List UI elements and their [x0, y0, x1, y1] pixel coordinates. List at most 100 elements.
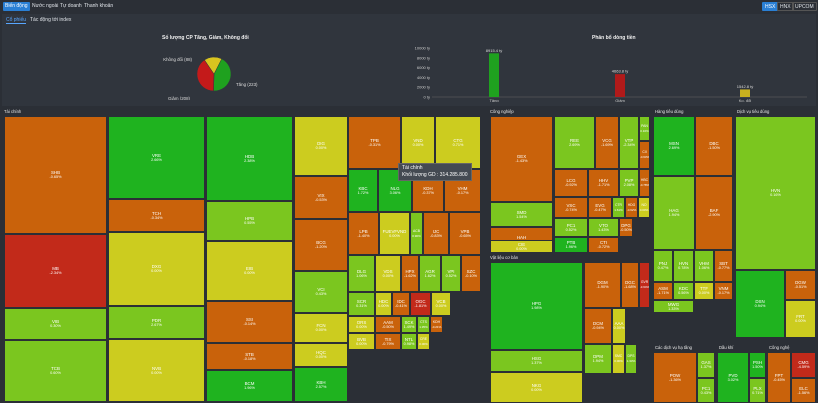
stock-tile[interactable]: SZC -0.10%: [461, 255, 481, 292]
stock-tile[interactable]: HQC 0.00%: [294, 343, 348, 367]
stock-tile[interactable]: VPB -0.65%: [449, 212, 481, 255]
stock-tile[interactable]: NKG 0.00%: [490, 372, 583, 403]
stock-tile[interactable]: SHB -0.65%: [4, 116, 107, 234]
stock-tile[interactable]: FUEVFVND 0.00%: [379, 212, 410, 255]
stock-tile[interactable]: EVG -0.47%: [588, 197, 612, 218]
stock-tile[interactable]: SCR 0.31%: [348, 292, 375, 316]
stock-tile[interactable]: ORS 0.00%: [348, 316, 375, 333]
stock-tile[interactable]: DIG 0.00%: [294, 116, 348, 176]
stock-tile[interactable]: CTG 0.71%: [435, 116, 481, 169]
stock-tile[interactable]: HPB 0.55%: [206, 201, 293, 241]
stock-tile[interactable]: HDG -0.62%: [625, 197, 638, 218]
stock-tile[interactable]: TCH -0.34%: [108, 199, 205, 232]
exchange-hsx[interactable]: HSX: [762, 2, 779, 11]
stock-tile[interactable]: VIX -0.53%: [294, 176, 348, 219]
stock-tile[interactable]: DPM 1.94%: [584, 344, 612, 374]
stock-tile[interactable]: VRE 2.66%: [108, 116, 205, 199]
stock-tile[interactable]: AAM -0.50%: [375, 316, 401, 333]
stock-tile[interactable]: ACB 0.90%: [410, 212, 423, 255]
stock-tile[interactable]: HHV -1.71%: [588, 169, 619, 197]
stock-tile[interactable]: PDR 2.67%: [108, 306, 205, 339]
stock-tile[interactable]: IJC -0.83%: [423, 212, 449, 255]
stock-tile[interactable]: VDS 0.00%: [375, 255, 401, 292]
stock-tile[interactable]: EIB 0.00%: [206, 241, 293, 301]
stock-tile[interactable]: HPG 1.98%: [490, 262, 583, 350]
stock-tile[interactable]: CRE 0.00%: [417, 333, 430, 350]
stock-tile[interactable]: HPX -1.62%: [401, 255, 419, 292]
stock-tile[interactable]: KDC 0.56%: [673, 282, 694, 300]
stock-tile[interactable]: DBC -1.50%: [695, 116, 733, 176]
stock-tile[interactable]: DSN 0.94%: [735, 270, 785, 338]
subtab-tac-dong[interactable]: Tác động tới index: [30, 17, 72, 23]
stock-tile[interactable]: HDC 0.00%: [375, 292, 392, 316]
stock-tile[interactable]: MSN 2.69%: [653, 116, 695, 176]
stock-tile[interactable]: PSH 1.50%: [749, 352, 766, 378]
tab-tu-doanh[interactable]: Tự doanh: [60, 3, 82, 9]
stock-tile[interactable]: DLG 1.06%: [348, 255, 375, 292]
stock-tile[interactable]: PC1 0.52%: [554, 218, 588, 237]
stock-tile[interactable]: DXG 0.00%: [108, 232, 205, 306]
exchange-upcom[interactable]: UPCOM: [792, 2, 817, 11]
stock-tile[interactable]: PNJ 0.47%: [653, 250, 673, 282]
stock-tile[interactable]: HBC -0.78%: [639, 169, 650, 197]
stock-tile[interactable]: PTB 1.96%: [554, 237, 588, 253]
stock-tile[interactable]: DGW -0.51%: [785, 270, 816, 300]
stock-tile[interactable]: SSI -0.14%: [206, 301, 293, 343]
stock-tile[interactable]: REE 2.69%: [554, 116, 595, 169]
stock-tile[interactable]: SMD 1.54%: [490, 202, 553, 227]
stock-tile[interactable]: DGC -1.68%: [621, 262, 639, 308]
stock-tile[interactable]: PC1 0.43%: [697, 378, 715, 403]
stock-tile[interactable]: STB -0.18%: [206, 343, 293, 370]
stock-tile[interactable]: GAS 1.37%: [697, 352, 715, 378]
stock-tile[interactable]: DGM -1.90%: [584, 262, 621, 308]
stock-tile[interactable]: HVN 0.16%: [735, 116, 816, 270]
stock-tile[interactable]: PVP 2.08%: [619, 169, 639, 197]
tab-bien-dong[interactable]: Biến động: [3, 2, 30, 11]
stock-tile[interactable]: IDC -0.41%: [392, 292, 410, 316]
stock-tile[interactable]: CTR 1.61%: [612, 197, 625, 218]
stock-tile[interactable]: GVR -3.64%: [639, 262, 650, 308]
stock-tile[interactable]: VNM -0.17%: [714, 282, 733, 300]
stock-tile[interactable]: NO 0.00%: [638, 197, 650, 218]
stock-tile[interactable]: VCG -1.69%: [595, 116, 619, 169]
stock-tile[interactable]: VCI 0.43%: [294, 271, 348, 313]
stock-tile[interactable]: KBC 1.72%: [348, 169, 378, 212]
stock-tile[interactable]: TTF 0.00%: [694, 282, 714, 300]
tab-nuoc-ngoai[interactable]: Nước ngoài: [32, 3, 59, 9]
stock-tile[interactable]: HAG 1.94%: [653, 176, 695, 250]
stock-tile[interactable]: HVN 0.78%: [673, 250, 694, 282]
stock-tile[interactable]: LCG -0.92%: [554, 169, 588, 197]
stock-tile[interactable]: GEX -1.43%: [490, 116, 553, 202]
stock-tile[interactable]: LPB -1.40%: [348, 212, 379, 255]
stock-tile[interactable]: DCM -0.94%: [584, 308, 612, 344]
stock-tile[interactable]: CMG -4.59%: [791, 352, 816, 378]
stock-tile[interactable]: VHM 1.06%: [694, 250, 714, 282]
stock-tile[interactable]: SCK 1.49%: [401, 316, 417, 333]
stock-tile[interactable]: HDB 2.38%: [206, 116, 293, 201]
stock-tile[interactable]: VTO 1.43%: [588, 218, 619, 237]
stock-tile[interactable]: TPB -0.31%: [348, 116, 401, 169]
stock-tile[interactable]: KBH 2.57%: [294, 367, 348, 402]
stock-tile[interactable]: FRT 0.00%: [785, 300, 816, 338]
stock-tile[interactable]: VTP -2.34%: [619, 116, 639, 169]
stock-tile[interactable]: PVD 3.02%: [717, 352, 749, 403]
stock-tile[interactable]: NVB 0.00%: [108, 339, 205, 402]
stock-tile[interactable]: ASM -1.71%: [653, 282, 673, 300]
stock-tile[interactable]: VCB 0.00%: [431, 292, 451, 316]
stock-tile[interactable]: PAN 0.16%: [639, 116, 650, 141]
stock-tile[interactable]: FPT -0.45%: [767, 352, 791, 403]
stock-tile[interactable]: AAA 0.00%: [612, 308, 626, 344]
stock-tile[interactable]: DPG -0.50%: [619, 218, 633, 237]
subtab-co-phieu[interactable]: Cổ phiếu: [6, 17, 27, 24]
tab-thanh-khoan[interactable]: Thanh khoản: [84, 3, 114, 9]
stock-tile[interactable]: VIB 0.30%: [4, 308, 107, 340]
stock-tile[interactable]: CTI -0.72%: [588, 237, 619, 253]
stock-tile[interactable]: VND 0.00%: [401, 116, 435, 169]
stock-tile[interactable]: CIE 0.00%: [490, 240, 553, 253]
stock-tile[interactable]: BCG -1.20%: [294, 219, 348, 271]
stock-tile[interactable]: AGR 1.62%: [419, 255, 441, 292]
stock-tile[interactable]: MB -2.34%: [4, 234, 107, 308]
stock-tile[interactable]: CTS 1.35%: [417, 316, 430, 333]
stock-tile[interactable]: POW -1.36%: [653, 352, 697, 403]
stock-tile[interactable]: BAF -2.90%: [695, 176, 733, 250]
